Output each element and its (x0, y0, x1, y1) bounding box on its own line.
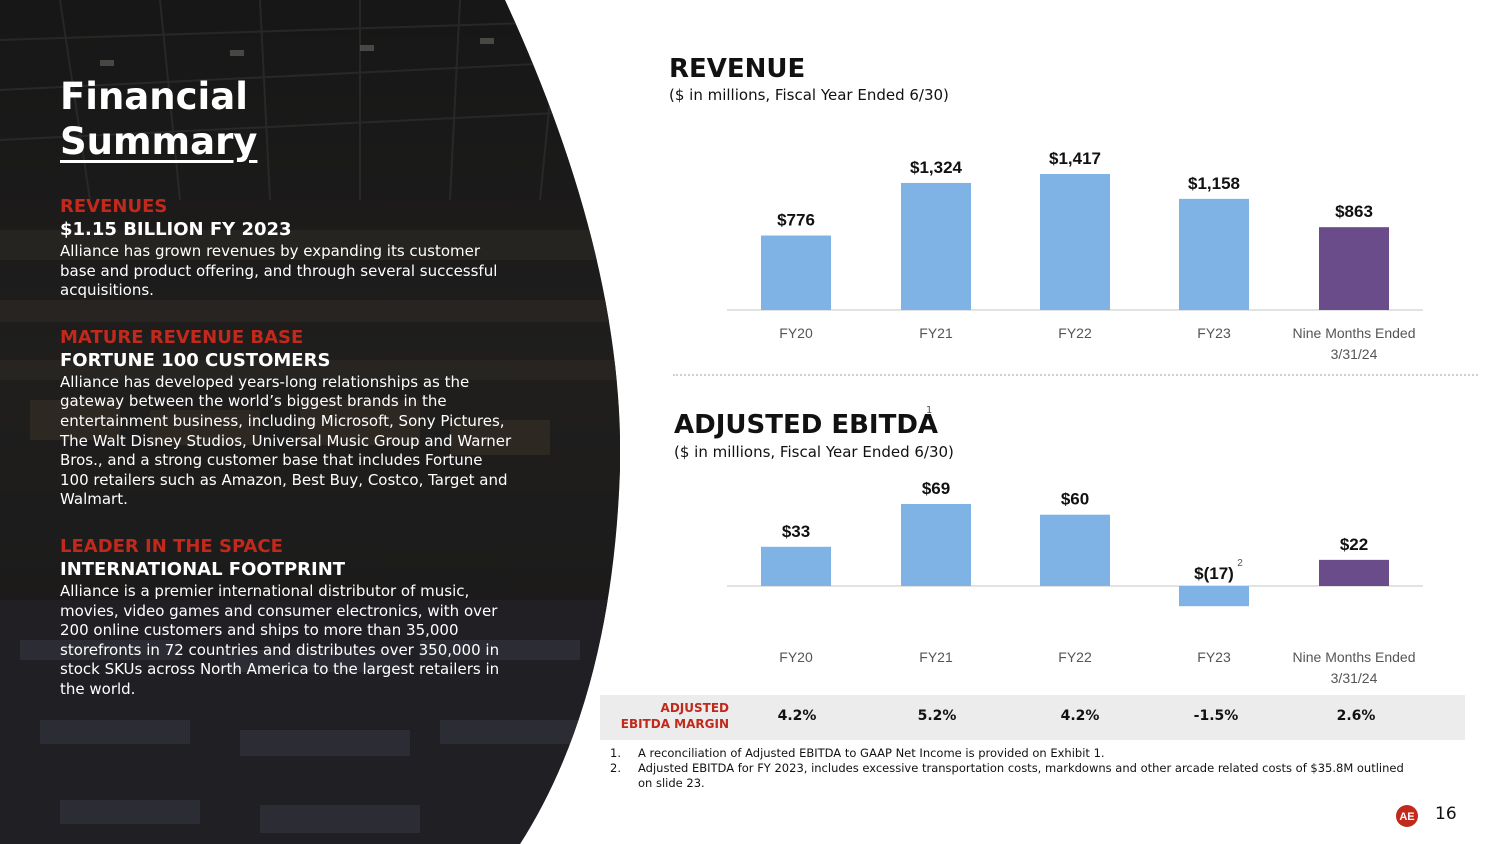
page-title: Financial Summary (60, 74, 515, 164)
margin-row-label-line1: ADJUSTED (660, 701, 729, 715)
margin-row-band (600, 695, 1465, 740)
margin-row-label-line2: EBITDA MARGIN (620, 717, 729, 731)
section-label: MATURE REVENUE BASE (60, 326, 304, 348)
margin-value-nine-months: 2.6% (1336, 708, 1376, 724)
section-revenues: REVENUES $1.15 BILLION FY 2023 Alliance … (60, 196, 515, 301)
margin-value-fy20: 4.2% (777, 708, 817, 724)
revenue-data-label: $1,158 (1188, 174, 1240, 193)
section-label: REVENUES (60, 196, 168, 217)
ebitda-tick-label: Nine Months Ended (1293, 649, 1416, 665)
revenue-bar (1040, 174, 1110, 310)
left-photo-panel: Financial Summary REVENUES $1.15 BILLION… (0, 0, 620, 844)
ebitda-chart-subtitle: ($ in millions, Fiscal Year Ended 6/30) (674, 443, 954, 461)
margin-row-label: ADJUSTED EBITDA MARGIN (600, 700, 729, 732)
section-body: Alliance is a premier international dist… (60, 581, 500, 698)
footnote-number: 1. (610, 746, 621, 760)
revenue-bar (901, 182, 971, 310)
margin-value-fy21: 5.2% (917, 708, 957, 724)
section-headline: INTERNATIONAL FOOTPRINT (60, 558, 346, 580)
footnote-1: 1. A reconciliation of Adjusted EBITDA t… (610, 746, 1440, 761)
section-mature-revenue-base: MATURE REVENUE BASE FORTUNE 100 CUSTOMER… (60, 327, 515, 510)
footnote-text: A reconciliation of Adjusted EBITDA to G… (638, 746, 1105, 760)
section-headline: FORTUNE 100 CUSTOMERS (60, 349, 331, 371)
revenue-tick-label: 3/31/24 (1331, 346, 1378, 362)
ebitda-tick-label: 3/31/24 (1331, 670, 1378, 686)
ebitda-title-footnote-marker: 1 (926, 405, 933, 416)
revenue-data-label: $1,417 (1049, 149, 1101, 168)
revenue-tick-label: FY23 (1197, 325, 1231, 341)
section-label: LEADER IN THE SPACE (60, 535, 283, 557)
section-headline: $1.15 BILLION FY 2023 (60, 219, 292, 240)
page-title-line1: Financial (60, 75, 248, 118)
revenue-tick-label: FY22 (1058, 325, 1092, 341)
ebitda-bar (1319, 559, 1389, 586)
section-divider (673, 374, 1478, 376)
revenue-data-label: $776 (777, 211, 815, 230)
revenue-bar (761, 235, 831, 310)
revenue-tick-label: FY20 (779, 325, 813, 341)
company-logo: AE (1396, 805, 1418, 827)
ebitda-data-label: $33 (782, 522, 810, 541)
revenue-tick-label: FY21 (919, 325, 953, 341)
margin-value-fy22: 4.2% (1060, 708, 1100, 724)
revenue-bar (1179, 198, 1249, 310)
ebitda-bar (1040, 514, 1110, 586)
revenue-data-label: $1,324 (910, 158, 963, 177)
logo-text: AE (1399, 811, 1414, 823)
ebitda-chart-title: ADJUSTED EBITDA (674, 410, 939, 440)
page-title-line2: Summary (60, 120, 258, 163)
section-leader-in-the-space: LEADER IN THE SPACE INTERNATIONAL FOOTPR… (60, 536, 515, 700)
revenue-chart-title: REVENUE (669, 54, 806, 84)
section-body: Alliance has grown revenues by expanding… (60, 242, 498, 300)
revenue-data-label: $863 (1335, 202, 1373, 221)
ebitda-bar (1179, 586, 1249, 607)
ebitda-bar (761, 546, 831, 586)
revenue-bar (1319, 227, 1389, 310)
logo-circle (1396, 805, 1418, 827)
section-body: Alliance has developed years-long relati… (60, 372, 512, 509)
footnote-text: Adjusted EBITDA for FY 2023, includes ex… (638, 761, 1404, 790)
ebitda-tick-label: FY22 (1058, 649, 1092, 665)
revenue-chart-subtitle: ($ in millions, Fiscal Year Ended 6/30) (669, 86, 949, 104)
ebitda-bar (901, 504, 971, 586)
page-number: 16 (1435, 804, 1457, 824)
ebitda-data-label: $(17) (1194, 564, 1234, 583)
left-summary-content: Financial Summary REVENUES $1.15 BILLION… (60, 74, 515, 700)
margin-value-fy23: -1.5% (1193, 708, 1239, 724)
revenue-tick-label: Nine Months Ended (1293, 325, 1416, 341)
ebitda-tick-label: FY21 (919, 649, 953, 665)
footnote-2: 2. Adjusted EBITDA for FY 2023, includes… (610, 761, 1440, 791)
warehouse-photo (0, 0, 620, 844)
ebitda-tick-label: FY23 (1197, 649, 1231, 665)
ebitda-data-label: $60 (1061, 490, 1089, 509)
footnote-number: 2. (610, 761, 621, 775)
ebitda-footnote-marker: 2 (1237, 558, 1243, 569)
ebitda-tick-label: FY20 (779, 649, 813, 665)
ebitda-data-label: $22 (1340, 535, 1368, 554)
ebitda-data-label: $69 (922, 479, 950, 498)
